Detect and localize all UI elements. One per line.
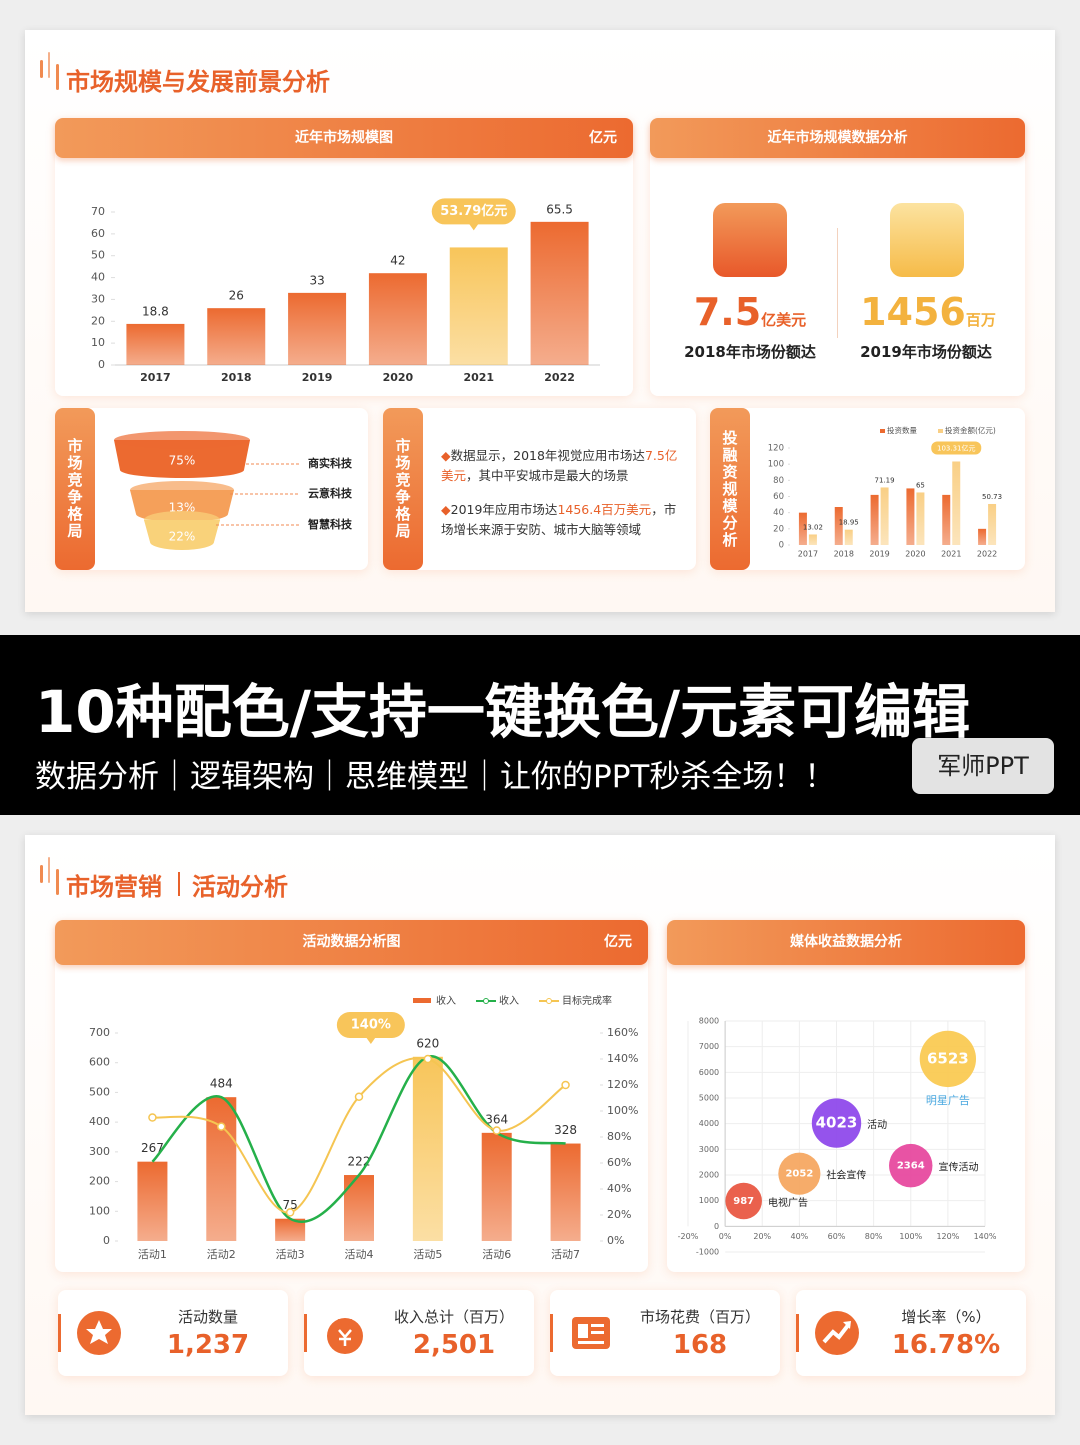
kpi-card: 增长率（%） 16.78% [796, 1290, 1026, 1376]
kpi-value: 168 [672, 1330, 728, 1360]
panel-title: 近年市场规模数据分析 [767, 130, 908, 146]
bullet-text: 2019年应用市场达 [450, 502, 558, 517]
investment-panel: 投融资规模分析 [710, 408, 1025, 570]
banner-tagline: 数据分析｜逻辑架构｜思维模型｜让你的PPT秒杀全场！！ [35, 759, 836, 795]
title-decoration [56, 64, 59, 90]
kpi-icon [572, 1317, 610, 1349]
stat-caption: 2019年市场份额达 [860, 343, 992, 361]
competition-panel: 市场竞争格局 [55, 408, 368, 570]
stat-value-group: 1456百万 [838, 290, 1018, 334]
bullet-highlight: 7.5亿美元 [441, 448, 678, 483]
title-decoration [40, 60, 43, 78]
kpi-accent [58, 1314, 61, 1352]
banner: 10种配色/支持一键换色/元素可编辑 数据分析｜逻辑架构｜思维模型｜让你的PPT… [0, 635, 1080, 815]
panel-header: 媒体收益数据分析 [667, 920, 1025, 965]
title-decoration [56, 869, 59, 895]
kpi-icon [77, 1311, 121, 1355]
kpi-card: 市场花费（百万） 168 [550, 1290, 780, 1376]
kpi-icon [327, 1318, 363, 1354]
bullet-text: ，市场增长来源于安防、城市大脑等领域 [441, 502, 677, 537]
kpi-label: 活动数量 [177, 1308, 238, 1326]
slide-title: 市场营销 [66, 873, 162, 901]
panel-header: 近年市场规模图 亿元 [55, 118, 633, 158]
stat-caption: 2018年市场份额达 [684, 343, 816, 361]
stat-icon [713, 203, 787, 277]
stat-icon [890, 203, 964, 277]
kpi-value: 1,237 [166, 1330, 250, 1360]
kpi-card: 活动数量 1,237 [58, 1290, 288, 1376]
stat-value: 1456 [860, 290, 966, 334]
stat-unit: 百万 [965, 311, 996, 329]
bullet-text: ，其中平安城市是最大的场景 [466, 468, 629, 483]
title-decoration [40, 865, 43, 883]
kpi-accent [550, 1314, 553, 1352]
competition-text-panel: 市场竞争格局 ◆数据显示，2018年视觉应用市场达7.5亿美元，其中平安城市是最… [383, 408, 696, 570]
kpi-value: 2,501 [412, 1330, 496, 1360]
kpi-label: 收入总计（百万） [393, 1308, 514, 1326]
bullet: ◆2019年应用市场达1456.4百万美元，市场增长来源于安防、城市大脑等领域 [441, 502, 677, 537]
kpi-icon [815, 1311, 859, 1355]
kpi-label: 增长率（%） [901, 1308, 991, 1326]
side-label: 市场竞争格局 [55, 408, 95, 570]
bullet-highlight: 1456.4百万美元 [557, 502, 652, 517]
bullet: ◆数据显示，2018年视觉应用市场达7.5亿美元，其中平安城市是最大的场景 [441, 448, 678, 483]
panel-title: 媒体收益数据分析 [790, 934, 902, 950]
kpi-accent [304, 1314, 307, 1352]
panel-title: 活动数据分析图 [302, 934, 401, 950]
stats-panel: 近年市场规模数据分析 7.5亿美元 1456百万 2018年市场份额达 2019… [650, 118, 1025, 396]
market-size-panel: 近年市场规模图 亿元 [55, 118, 633, 396]
media-panel: 媒体收益数据分析 [667, 920, 1025, 1272]
badge: 军师PPT [912, 738, 1054, 794]
title-separator [178, 872, 180, 896]
title-decoration [48, 857, 50, 883]
slide-title: 市场规模与发展前景分析 [66, 68, 330, 96]
activity-panel: 活动数据分析图 亿元 [55, 920, 648, 1272]
banner-headline: 10种配色/支持一键换色/元素可编辑 [35, 678, 971, 746]
kpi-card: 收入总计（百万） 2,501 [304, 1290, 534, 1376]
title-decoration [48, 52, 50, 78]
panel-title: 近年市场规模图 [295, 130, 393, 146]
stat-value-group: 7.5亿美元 [660, 290, 840, 334]
panel-header: 近年市场规模数据分析 [650, 118, 1025, 158]
side-label: 投融资规模分析 [710, 408, 750, 570]
bullet-text: 数据显示，2018年视觉应用市场达 [450, 448, 645, 463]
side-label: 市场竞争格局 [383, 408, 423, 570]
divider [837, 228, 838, 338]
kpi-label: 市场花费（百万） [639, 1308, 760, 1326]
stat-unit: 亿美元 [761, 311, 807, 329]
slide-subtitle: 活动分析 [192, 873, 288, 901]
stat-value: 7.5 [693, 290, 762, 334]
kpi-value: 16.78% [891, 1330, 1001, 1360]
unit-label: 亿元 [604, 934, 632, 950]
unit-label: 亿元 [589, 130, 617, 146]
kpi-accent [796, 1314, 799, 1352]
panel-header: 活动数据分析图 亿元 [55, 920, 648, 965]
